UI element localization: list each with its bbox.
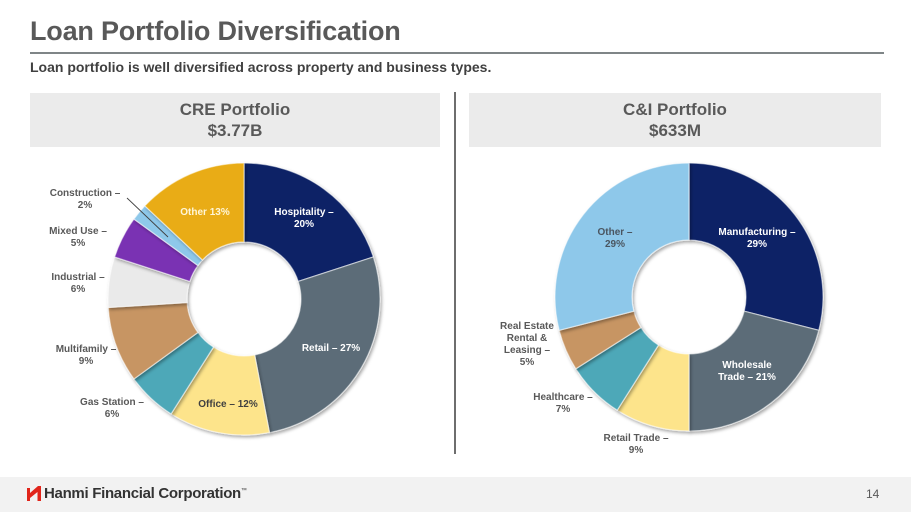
cre-label-other: Other 13% (180, 207, 230, 218)
title-underline (30, 52, 884, 54)
cre-panel-heading: CRE Portfolio (179, 100, 291, 119)
footer-bar (0, 477, 911, 512)
cre-label-line: Retail – 27% (302, 343, 360, 354)
ci-label-line: Rental & (507, 333, 548, 344)
ci-label-line: 29% (747, 239, 767, 250)
page-number: 14 (866, 487, 880, 501)
page-subtitle: Loan portfolio is well diversified acros… (30, 59, 492, 75)
hanmi-logo-icon (27, 486, 41, 501)
ci-label-line: 29% (605, 239, 625, 250)
cre-label-gas-station: Gas Station –6% (80, 397, 144, 420)
ci-label-line: Wholesale (722, 360, 772, 371)
cre-label-multifamily: Multifamily –9% (56, 344, 117, 367)
cre-label-line: Hospitality – (274, 207, 334, 218)
company-name-text: Hanmi Financial Corporation (44, 485, 241, 502)
cre-label-industrial: Industrial –6% (51, 272, 105, 295)
cre-label-line: Multifamily – (56, 344, 117, 355)
ci-panel-header: C&I Portfolio $633M (469, 93, 881, 147)
ci-label-line: Real Estate (500, 321, 554, 332)
cre-label-office: Office – 12% (198, 399, 258, 410)
cre-label-mixed-use: Mixed Use –5% (49, 226, 107, 249)
ci-label-line: 7% (556, 404, 571, 415)
ci-slice-other (554, 162, 690, 332)
ci-panel-total: $633M (649, 121, 701, 140)
cre-label-line: 6% (71, 284, 86, 295)
ci-label-line: Healthcare – (533, 392, 593, 403)
ci-label-line: Manufacturing – (718, 227, 796, 238)
ci-label-wholesale-trade: Wholesale Trade – 21% (718, 360, 776, 383)
cre-slice-other (144, 162, 245, 261)
cre-slice-hospitality (243, 162, 375, 283)
company-name: Hanmi Financial Corporation™ (44, 485, 247, 502)
ci-donut-chart: Manufacturing –29%Wholesale Trade – 21%Re… (500, 162, 824, 456)
cre-label-line: Office – 12% (198, 399, 258, 410)
ci-label-line: Leasing – (504, 345, 551, 356)
cre-label-line: Mixed Use – (49, 226, 107, 237)
ci-label-line: Other – (597, 227, 632, 238)
ci-label-real-estate-rental-leasing: Real Estate Rental & Leasing –5% (500, 321, 554, 368)
cre-label-line: Other 13% (180, 207, 230, 218)
ci-slice-manufacturing (688, 162, 824, 332)
ci-label-retail-trade: Retail Trade –9% (603, 433, 668, 456)
donut-charts: Hospitality –20% Retail – 27% Office – 12%… (49, 162, 824, 456)
page-title: Loan Portfolio Diversification (30, 16, 401, 46)
ci-label-line: 5% (520, 357, 535, 368)
cre-label-line: 2% (78, 200, 93, 211)
trademark-symbol: ™ (240, 488, 247, 494)
ci-label-line: 9% (629, 445, 644, 456)
cre-label-hospitality: Hospitality –20% (274, 207, 334, 230)
ci-label-manufacturing: Manufacturing –29% (718, 227, 796, 250)
ci-label-healthcare: Healthcare –7% (533, 392, 593, 415)
cre-label-line: 9% (79, 356, 94, 367)
ci-label-other: Other –29% (597, 227, 632, 250)
cre-label-line: 5% (71, 238, 86, 249)
cre-construction-leader-line (126, 197, 169, 238)
cre-donut-chart: Hospitality –20% Retail – 27% Office – 12%… (49, 162, 381, 436)
cre-label-line: Industrial – (51, 272, 105, 283)
cre-label-line: 6% (105, 409, 120, 420)
cre-slice-retail (253, 256, 381, 434)
panel-divider (454, 92, 456, 454)
ci-panel-heading: C&I Portfolio (623, 100, 727, 119)
ci-label-line: Retail Trade – (603, 433, 668, 444)
cre-panel-header: CRE Portfolio $3.77B (30, 93, 440, 147)
cre-label-retail: Retail – 27% (302, 343, 360, 354)
ci-label-line: Trade – 21% (718, 372, 776, 383)
cre-label-construction: Construction –2% (50, 188, 121, 211)
ci-slice-wholesale-trade (688, 310, 820, 432)
cre-label-line: 20% (294, 219, 314, 230)
cre-panel-total: $3.77B (207, 121, 263, 140)
cre-label-line: Gas Station – (80, 397, 144, 408)
cre-label-line: Construction – (50, 188, 121, 199)
